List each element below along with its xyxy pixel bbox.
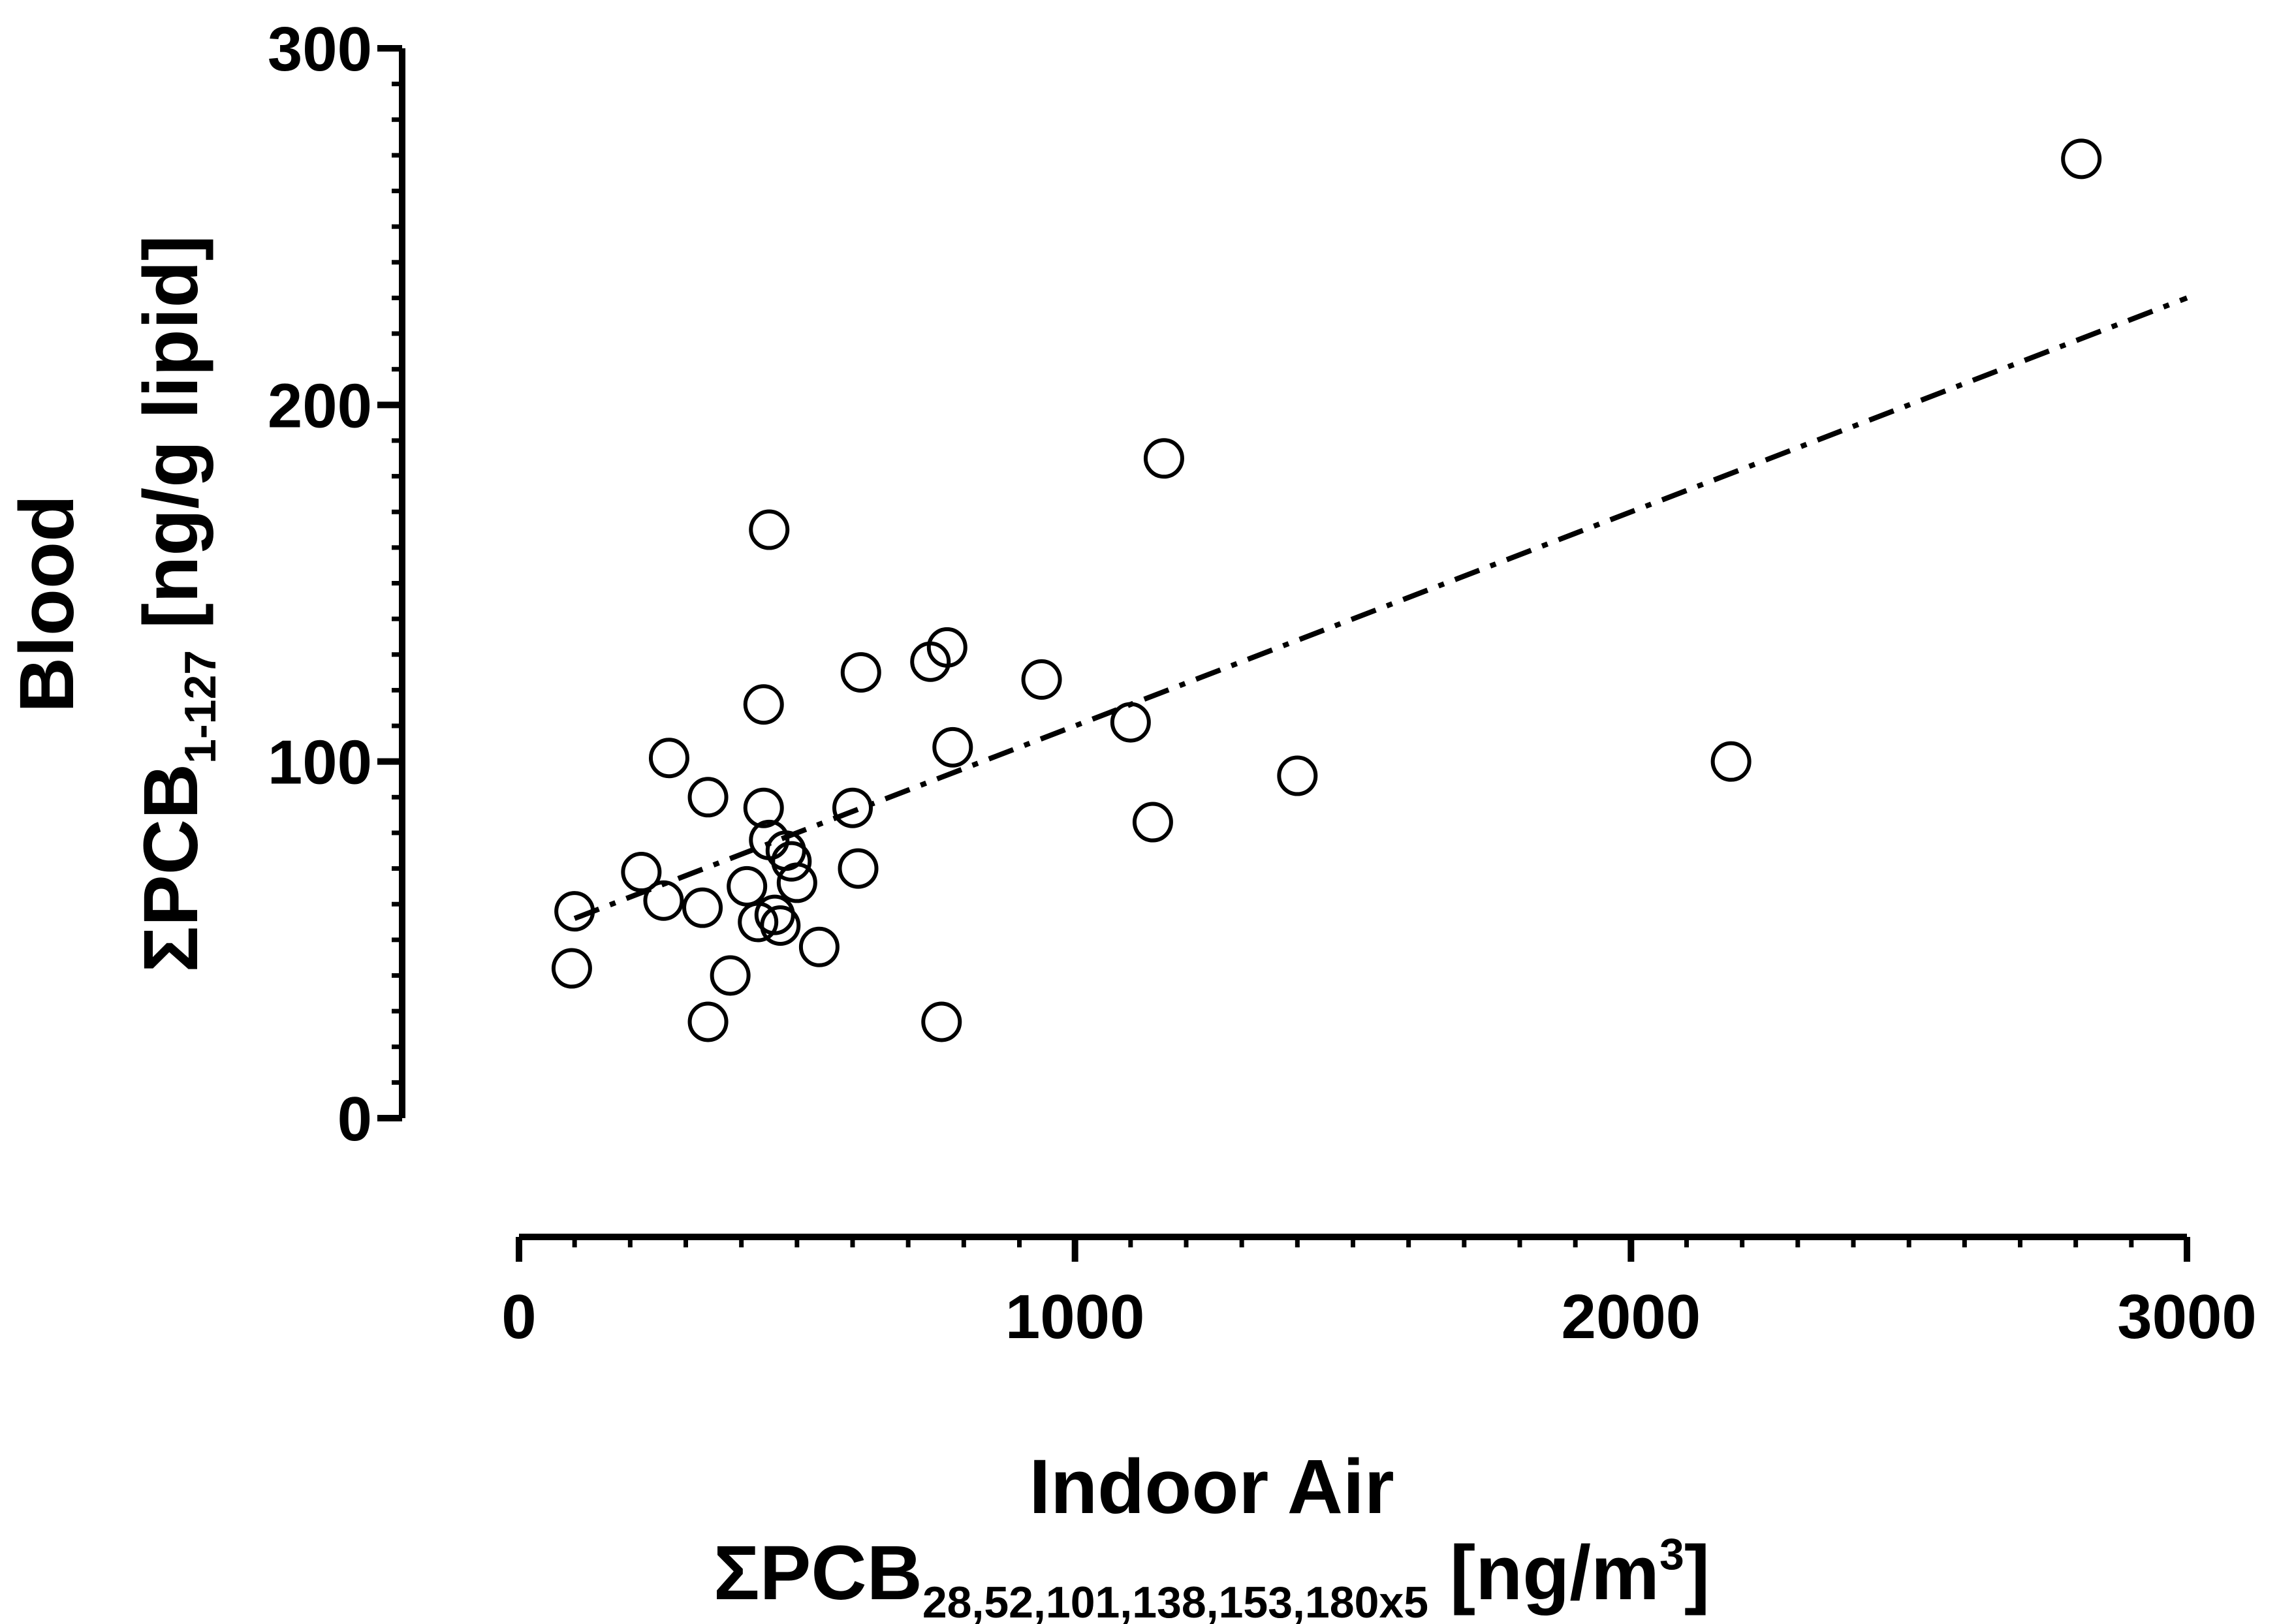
data-point — [832, 787, 873, 828]
data-point — [771, 841, 812, 882]
y-axis-subtitle: ΣPCB1-127 [ng/g lipid] — [128, 235, 225, 973]
data-point — [840, 652, 881, 693]
data-point — [643, 880, 684, 921]
data-point — [621, 852, 662, 893]
y-axis-minor-ticks — [392, 82, 402, 1085]
data-point — [710, 955, 751, 996]
data-point — [926, 627, 967, 668]
data-point — [2061, 138, 2102, 180]
x-axis-minor-ticks — [572, 1237, 2134, 1247]
data-point — [798, 926, 840, 967]
data-point — [760, 905, 801, 946]
x-tick-label: 1000 — [1005, 1282, 1145, 1352]
data-point — [1110, 702, 1151, 743]
data-point — [1021, 659, 1062, 700]
x-axis-subtitle: ΣPCB28,52,101,138,153,180x5 [ng/m3] — [714, 1529, 1710, 1624]
y-axis-subtitle-prefix: ΣPCB — [128, 764, 214, 973]
data-point — [648, 738, 689, 779]
x-axis-subtitle-prefix: ΣPCB — [714, 1530, 922, 1616]
data-points — [551, 138, 2102, 1042]
data-point — [932, 726, 973, 768]
data-point — [776, 862, 817, 903]
x-axis-major-ticks — [516, 1237, 2190, 1262]
x-axis: 0 1000 2000 3000 — [501, 1234, 2257, 1352]
data-point — [1143, 438, 1184, 479]
y-axis-subtitle-subscript: 1-127 — [176, 650, 225, 764]
x-tick-label: 3000 — [2117, 1282, 2257, 1352]
data-point — [1710, 741, 1752, 782]
x-tick-label: 2000 — [1562, 1282, 1701, 1352]
x-axis-subtitle-superscript: 3 — [1659, 1529, 1684, 1579]
data-point — [838, 848, 879, 889]
data-point — [749, 509, 790, 550]
x-axis-subtitle-unit-end: ] — [1684, 1530, 1710, 1616]
y-tick-label: 200 — [268, 371, 372, 441]
data-point — [687, 777, 729, 818]
data-point — [727, 866, 768, 907]
data-point — [687, 1001, 729, 1042]
x-axis-subtitle-unit-start: [ng/m — [1428, 1530, 1659, 1616]
x-axis-subtitle-subscript: 28,52,101,138,153,180x5 — [922, 1578, 1428, 1624]
y-tick-label: 300 — [268, 14, 372, 84]
data-point — [1277, 755, 1318, 796]
y-axis-major-ticks — [377, 45, 402, 1121]
y-tick-label: 0 — [338, 1084, 372, 1154]
x-tick-label: 0 — [501, 1282, 536, 1352]
data-point — [743, 787, 784, 828]
data-point — [682, 887, 723, 928]
data-point — [743, 684, 784, 725]
y-axis-tick-labels: 0 100 200 300 — [268, 14, 372, 1154]
data-point — [554, 891, 595, 932]
trend-line — [573, 295, 2188, 921]
y-axis-title: Blood — [4, 495, 90, 713]
data-point — [551, 948, 592, 989]
y-tick-label: 100 — [268, 728, 372, 798]
y-axis: 0 100 200 300 — [268, 14, 405, 1154]
data-point — [1132, 802, 1173, 843]
data-point — [921, 1001, 962, 1042]
x-axis-title: Indoor Air — [1029, 1444, 1394, 1530]
x-axis-tick-labels: 0 1000 2000 3000 — [501, 1282, 2256, 1352]
y-axis-subtitle-unit: [ng/g lipid] — [128, 235, 214, 650]
